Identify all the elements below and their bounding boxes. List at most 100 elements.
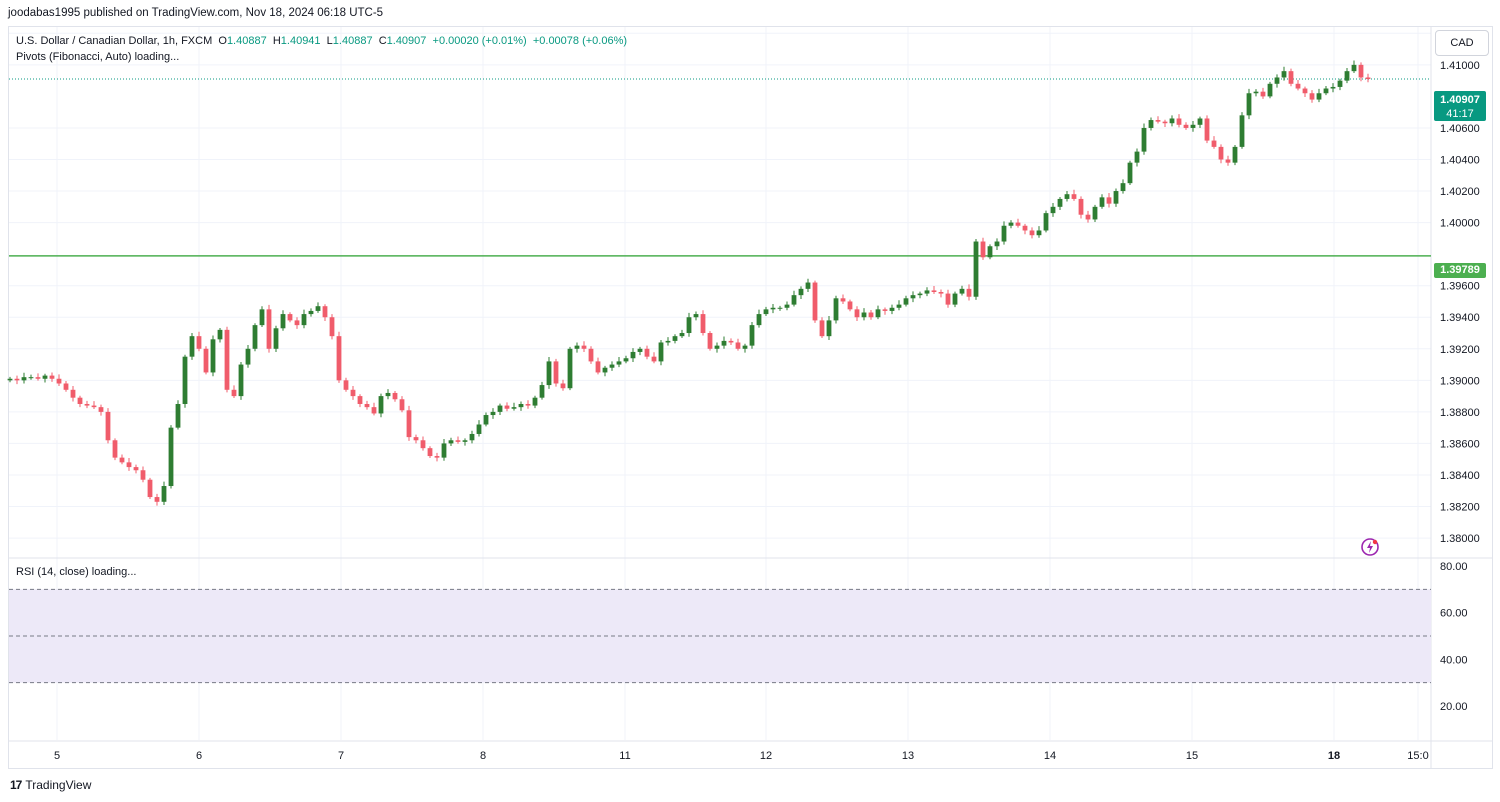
candle-body bbox=[1344, 71, 1350, 81]
candle-body bbox=[469, 433, 475, 441]
candle bbox=[259, 306, 265, 328]
candle bbox=[833, 295, 839, 324]
candle-body bbox=[1204, 118, 1210, 141]
candle bbox=[1190, 121, 1196, 132]
candle bbox=[49, 372, 55, 382]
candle bbox=[1246, 88, 1252, 120]
candle-body bbox=[812, 282, 818, 321]
candle bbox=[315, 302, 321, 313]
currency-button[interactable]: CAD bbox=[1435, 30, 1489, 56]
candle bbox=[1183, 122, 1189, 130]
candle bbox=[1099, 194, 1105, 209]
candle-body bbox=[1113, 191, 1119, 204]
candle-body bbox=[532, 397, 538, 406]
candle-body bbox=[861, 312, 867, 318]
candle bbox=[231, 385, 237, 398]
candle bbox=[567, 346, 573, 391]
candle bbox=[1302, 86, 1308, 98]
candle bbox=[560, 379, 566, 391]
candle-body bbox=[728, 340, 734, 343]
candle bbox=[147, 477, 153, 499]
candle bbox=[70, 386, 76, 402]
candle bbox=[938, 289, 944, 298]
candle bbox=[364, 400, 370, 410]
tradingview-logo-icon[interactable]: 17 bbox=[10, 778, 22, 792]
candle-body bbox=[595, 361, 601, 373]
symbol-name[interactable]: U.S. Dollar / Canadian Dollar, 1h, FXCM bbox=[16, 35, 213, 47]
candle bbox=[42, 373, 48, 383]
candle bbox=[245, 345, 251, 368]
candle-body bbox=[287, 314, 293, 321]
candle bbox=[532, 395, 538, 409]
candle bbox=[518, 401, 524, 411]
price-tick-label: 1.38400 bbox=[1440, 470, 1480, 482]
lightning-icon[interactable] bbox=[1360, 537, 1380, 557]
candle-body bbox=[126, 462, 132, 468]
candle-body bbox=[462, 440, 468, 442]
candle bbox=[847, 299, 853, 312]
candle bbox=[1057, 197, 1063, 210]
candle bbox=[1015, 218, 1021, 228]
candle-body bbox=[203, 348, 209, 373]
candle bbox=[959, 285, 965, 296]
candle-body bbox=[77, 397, 83, 404]
candle-body bbox=[455, 440, 461, 442]
candle bbox=[1288, 68, 1294, 87]
candle bbox=[385, 389, 391, 400]
candle-body bbox=[280, 314, 286, 329]
candle bbox=[1050, 203, 1056, 217]
candle bbox=[343, 377, 349, 392]
candle-body bbox=[252, 325, 258, 349]
candle bbox=[819, 317, 825, 339]
candle bbox=[413, 434, 419, 444]
candle-body bbox=[686, 317, 692, 334]
candle-body bbox=[490, 411, 496, 416]
candle-body bbox=[539, 385, 545, 398]
candle-body bbox=[560, 383, 566, 389]
candle bbox=[854, 306, 860, 322]
candle bbox=[238, 362, 244, 400]
candle-body bbox=[1232, 146, 1238, 163]
candle bbox=[1337, 78, 1343, 91]
candle bbox=[1204, 115, 1210, 144]
candle-body bbox=[119, 457, 125, 463]
rsi-tick-label: 40.00 bbox=[1440, 654, 1468, 666]
time-tick-label: 5 bbox=[54, 750, 60, 762]
candle bbox=[882, 307, 888, 315]
candle-body bbox=[910, 295, 916, 299]
candle bbox=[539, 381, 545, 400]
candle-body bbox=[847, 301, 853, 310]
candle bbox=[777, 305, 783, 311]
candle-body bbox=[1148, 120, 1154, 128]
candle-body bbox=[623, 358, 629, 362]
candle-body bbox=[1274, 77, 1280, 84]
candle-body bbox=[196, 336, 202, 349]
candle bbox=[1134, 148, 1140, 167]
candle bbox=[1029, 227, 1035, 239]
candle-body bbox=[1043, 213, 1049, 231]
candle-body bbox=[21, 377, 27, 381]
candle-body bbox=[238, 364, 244, 397]
candle bbox=[196, 331, 202, 352]
footer: 17 TradingView bbox=[10, 778, 91, 792]
candle-body bbox=[938, 292, 944, 294]
candle bbox=[1001, 221, 1007, 245]
price-axis: 1.412001.410001.406001.404001.402001.400… bbox=[1440, 28, 1480, 713]
chart-frame[interactable] bbox=[8, 26, 1493, 769]
candle-body bbox=[1169, 118, 1175, 124]
pivots-indicator-label[interactable]: Pivots (Fibonacci, Auto) loading... bbox=[16, 51, 180, 63]
rsi-panel bbox=[9, 588, 1431, 684]
candle-body bbox=[1316, 93, 1322, 100]
candle bbox=[1344, 68, 1350, 84]
candle-body bbox=[1365, 77, 1371, 80]
candle-body bbox=[770, 307, 776, 310]
candle-body bbox=[742, 345, 748, 349]
high-value: 1.40941 bbox=[280, 35, 321, 47]
rsi-indicator-label[interactable]: RSI (14, close) loading... bbox=[16, 566, 137, 578]
candle-body bbox=[259, 309, 265, 326]
tradingview-logo-text[interactable]: TradingView bbox=[25, 778, 92, 792]
candle bbox=[406, 405, 412, 441]
candle-body bbox=[511, 407, 517, 409]
candle-body bbox=[210, 339, 216, 373]
